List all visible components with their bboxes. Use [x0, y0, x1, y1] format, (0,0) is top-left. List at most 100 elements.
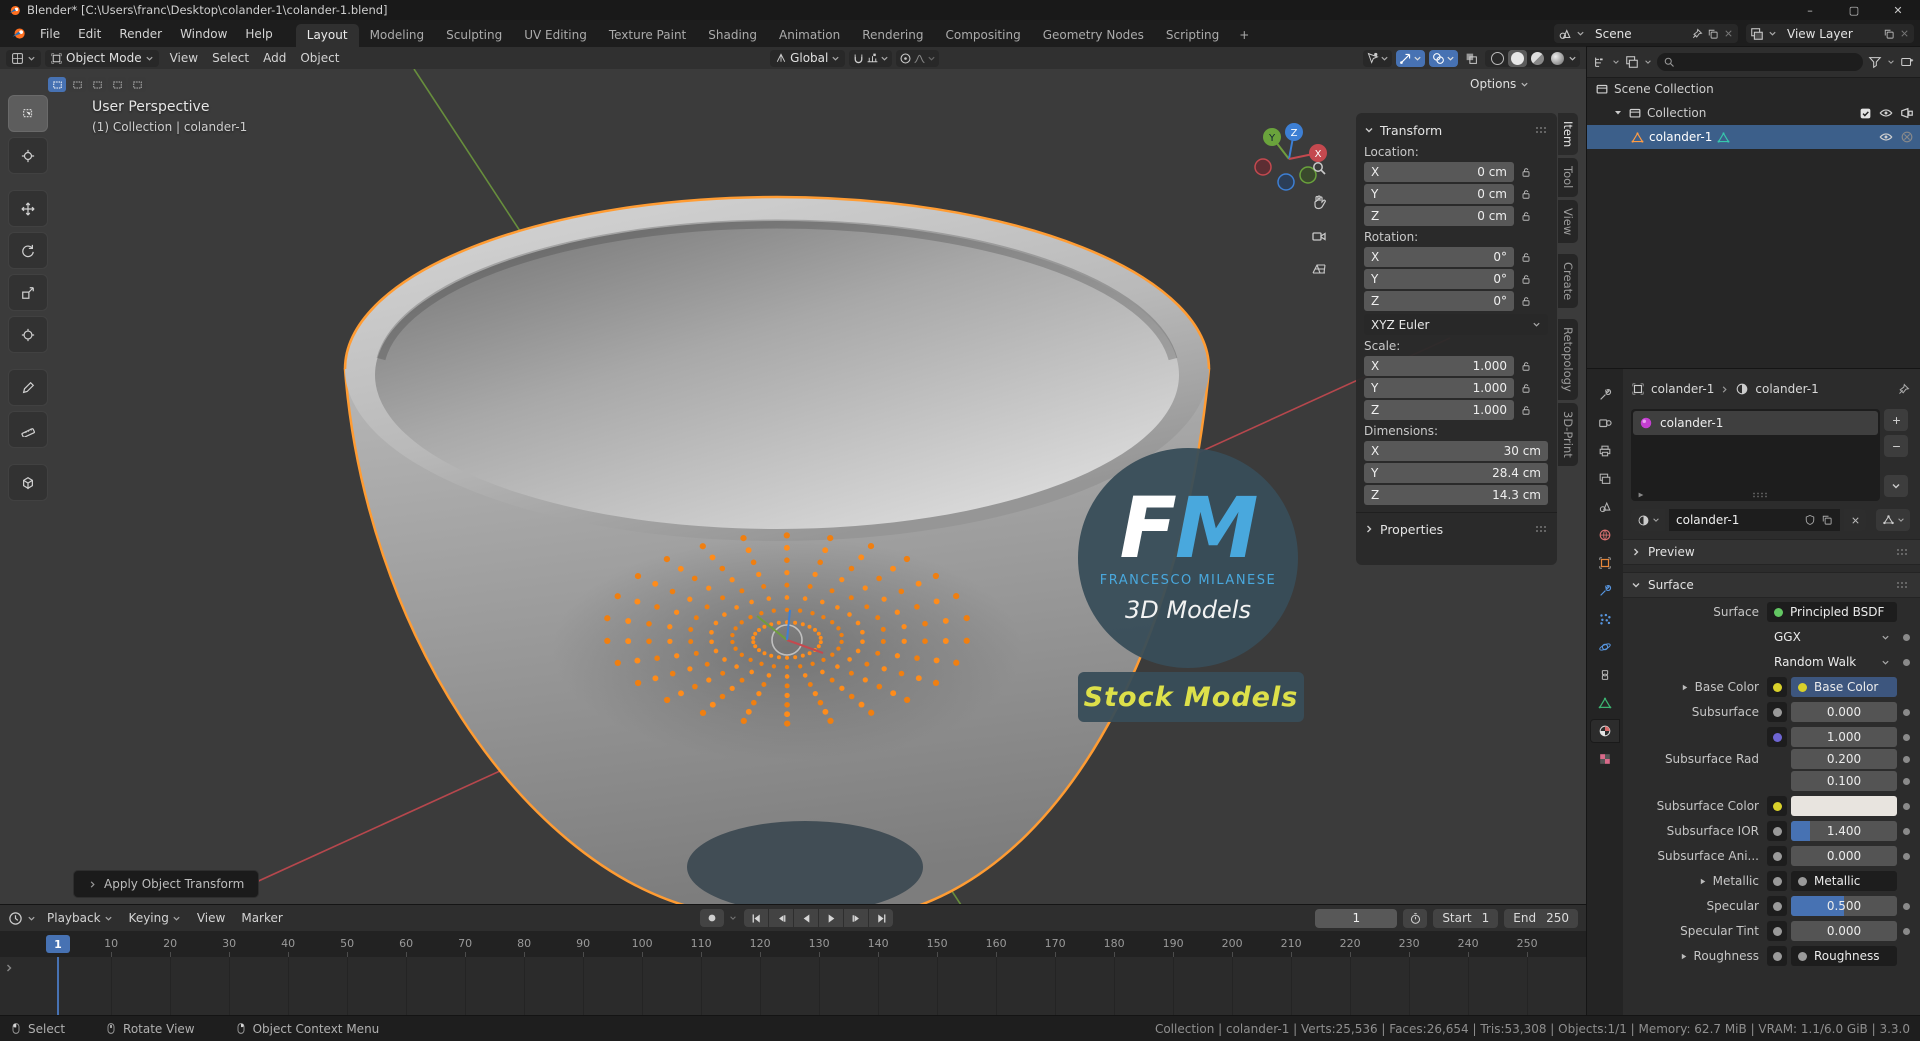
- close-icon[interactable]: [1899, 28, 1910, 39]
- blender-menu-logo-icon[interactable]: [6, 26, 31, 41]
- sidebar-tab-create[interactable]: Create: [1558, 253, 1578, 309]
- proportional-editing-controls[interactable]: [896, 49, 940, 67]
- scene-selector[interactable]: Scene: [1554, 24, 1738, 43]
- properties-panel-header[interactable]: Properties: [1364, 518, 1549, 540]
- falloff-curve-icon[interactable]: [913, 52, 926, 65]
- options-button[interactable]: Options: [1464, 75, 1535, 93]
- properties-tab-modifiers[interactable]: [1590, 579, 1620, 603]
- current-frame-field[interactable]: 1: [1315, 908, 1398, 928]
- value-field[interactable]: 0.100: [1791, 771, 1897, 791]
- rotation-y-field[interactable]: Y 0°: [1364, 269, 1514, 289]
- animate-dot[interactable]: [1903, 755, 1910, 763]
- checkbox-icon[interactable]: [1859, 107, 1872, 120]
- copy-icon[interactable]: [1707, 28, 1719, 40]
- timeline-ruler[interactable]: 1 10 20 30 40 50 60 70 80 90 100 110 120 130 140 150 16…: [0, 931, 1586, 957]
- drag-grip-icon[interactable]: [1896, 548, 1910, 556]
- jump-end-button[interactable]: [869, 909, 893, 927]
- outliner-search-field[interactable]: [1679, 55, 1857, 69]
- menu-file[interactable]: File: [40, 26, 61, 41]
- view-layer-name[interactable]: View Layer: [1787, 26, 1853, 41]
- overlays-toggle[interactable]: [1429, 49, 1458, 67]
- animate-dot[interactable]: [1903, 802, 1910, 810]
- properties-tab-output[interactable]: [1590, 439, 1620, 463]
- colander-object[interactable]: [343, 195, 1211, 905]
- surface-panel-header[interactable]: Surface: [1623, 573, 1920, 597]
- toggle-grid-icon[interactable]: [1306, 256, 1332, 282]
- workspace-tab-compositing[interactable]: Compositing: [945, 28, 1021, 42]
- material-slot-item[interactable]: colander-1: [1633, 411, 1878, 435]
- properties-tab-material[interactable]: [1590, 719, 1620, 743]
- link-field[interactable]: Metallic: [1791, 871, 1897, 891]
- browse-material-button[interactable]: [1631, 509, 1665, 531]
- properties-tab-scene[interactable]: [1590, 495, 1620, 519]
- lock-open-icon[interactable]: [1520, 210, 1532, 223]
- copy-icon[interactable]: [1883, 28, 1895, 40]
- surface-shader-field[interactable]: Principled BSDF: [1767, 602, 1897, 622]
- tool-cursor-button[interactable]: [8, 137, 48, 174]
- viewport-menu-select[interactable]: Select: [212, 51, 250, 65]
- navigation-gizmo[interactable]: Y Z X: [1246, 115, 1332, 201]
- material-slot-list[interactable]: colander-1: [1631, 409, 1880, 501]
- dimensions-z-field[interactable]: Z 14.3 cm: [1364, 485, 1548, 505]
- workspace-tab-sculpting[interactable]: Sculpting: [446, 28, 503, 42]
- workspace-tab-geometry-nodes[interactable]: Geometry Nodes: [1042, 28, 1144, 42]
- 3d-viewport[interactable]: User Perspective (1) Collection | coland…: [0, 69, 1586, 905]
- timeline-menu-marker[interactable]: Marker: [241, 911, 283, 925]
- workspace-tab-rendering[interactable]: Rendering: [862, 28, 924, 42]
- lock-open-icon[interactable]: [1520, 382, 1532, 395]
- tool-measure-button[interactable]: [8, 411, 48, 448]
- slider-field[interactable]: 1.400: [1791, 821, 1897, 841]
- timeline-menu-playback[interactable]: Playback: [40, 909, 120, 927]
- viewport-menu-object[interactable]: Object: [300, 51, 340, 65]
- expander-icon[interactable]: [1680, 952, 1689, 961]
- drag-grip-icon[interactable]: [1535, 525, 1549, 533]
- viewport-menu-view[interactable]: View: [169, 51, 199, 65]
- material-name-field[interactable]: colander-1: [1669, 509, 1840, 531]
- tool-add-cube-button[interactable]: [8, 464, 48, 501]
- shading-solid-button[interactable]: [1508, 49, 1527, 67]
- minimize-button[interactable]: –: [1807, 3, 1813, 17]
- select-mode-intersect-button[interactable]: [128, 77, 146, 92]
- render-off-icon[interactable]: [1900, 130, 1914, 144]
- sidebar-tab-retopology[interactable]: Retopology: [1558, 319, 1578, 400]
- maximize-button[interactable]: ▢: [1848, 3, 1860, 17]
- outliner-row-colander-1[interactable]: colander-1: [1587, 125, 1920, 149]
- lock-open-icon[interactable]: [1520, 404, 1532, 417]
- next-keyframe-button[interactable]: [844, 909, 868, 927]
- lock-open-icon[interactable]: [1520, 166, 1532, 179]
- rotation-z-field[interactable]: Z 0°: [1364, 291, 1514, 311]
- magnet-icon[interactable]: [852, 52, 865, 65]
- workspace-tab-texture-paint[interactable]: Texture Paint: [608, 28, 687, 42]
- slot-specials-button[interactable]: [1884, 475, 1908, 497]
- fake-user-shield-icon[interactable]: [1804, 514, 1816, 526]
- properties-tab-object-data[interactable]: [1590, 691, 1620, 715]
- properties-tab-particles[interactable]: [1590, 607, 1620, 631]
- menu-render[interactable]: Render: [119, 26, 163, 41]
- auto-keying-button[interactable]: [700, 909, 724, 927]
- workspace-tab-uv-editing[interactable]: UV Editing: [524, 28, 587, 42]
- animate-dot[interactable]: [1903, 902, 1910, 910]
- timeline-menu-keying[interactable]: Keying: [122, 909, 188, 927]
- workspace-tab-layout[interactable]: Layout: [295, 24, 359, 47]
- tool-transform-button[interactable]: [8, 316, 48, 353]
- view-layer-selector[interactable]: View Layer: [1746, 24, 1914, 43]
- expander-open-icon[interactable]: [1613, 108, 1623, 118]
- select-mode-new-button[interactable]: [48, 77, 66, 92]
- lock-open-icon[interactable]: [1520, 273, 1532, 286]
- animate-dot[interactable]: [1903, 777, 1910, 785]
- transform-panel-header[interactable]: Transform: [1364, 119, 1549, 141]
- expand-icon[interactable]: [1637, 491, 1645, 499]
- select-mode-subtract-button[interactable]: [88, 77, 106, 92]
- lock-open-icon[interactable]: [1520, 251, 1532, 264]
- link-field[interactable]: Base Color: [1791, 677, 1897, 697]
- end-frame-field[interactable]: End 250: [1504, 908, 1578, 928]
- pin-icon[interactable]: [1897, 383, 1910, 396]
- outliner-search-input[interactable]: [1657, 53, 1863, 71]
- animate-dot[interactable]: [1903, 658, 1910, 666]
- proportional-edit-icon[interactable]: [899, 52, 912, 65]
- rotation-x-field[interactable]: X 0°: [1364, 247, 1514, 267]
- location-z-field[interactable]: Z 0 cm: [1364, 206, 1514, 226]
- viewport-menu-add[interactable]: Add: [263, 51, 287, 65]
- chevron-right-icon[interactable]: [4, 963, 14, 973]
- shading-material-button[interactable]: [1528, 50, 1547, 67]
